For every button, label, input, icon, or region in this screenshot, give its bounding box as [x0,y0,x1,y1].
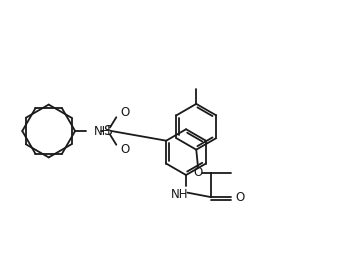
Text: O: O [235,191,244,204]
Text: O: O [193,166,203,179]
Text: O: O [120,143,130,156]
Text: S: S [103,124,112,138]
Text: O: O [120,106,130,119]
Text: NH: NH [94,124,111,138]
Text: NH: NH [171,188,188,201]
